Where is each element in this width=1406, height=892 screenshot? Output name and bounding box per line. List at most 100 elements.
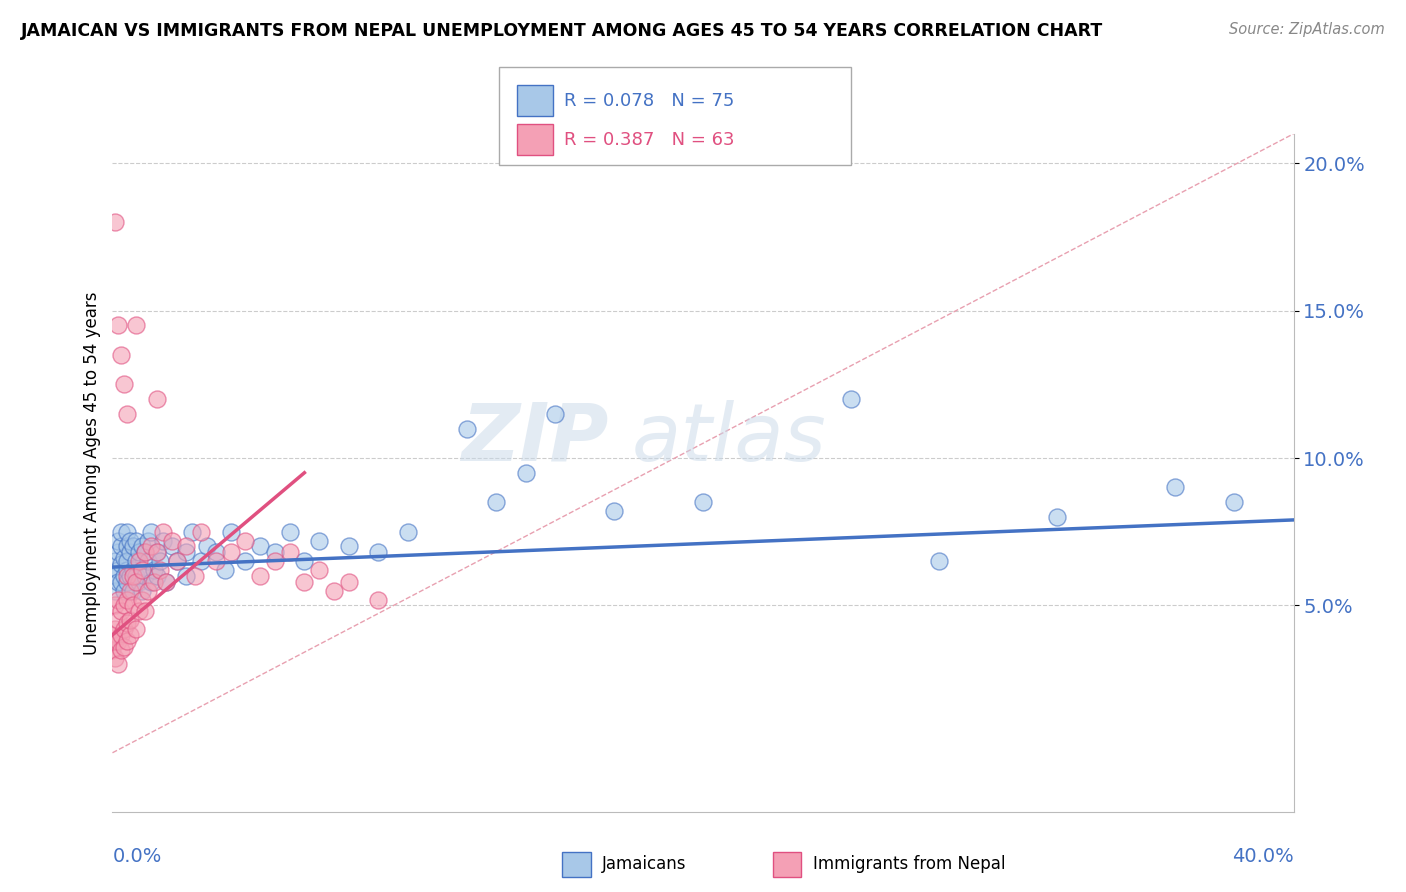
Point [152,524,174,539]
Point [160,540,183,554]
Point [120,533,142,548]
Point [125,533,148,548]
Point [117,574,138,589]
Point [112,377,135,392]
Point [134,545,156,559]
Point [249,540,271,554]
Point [107,574,129,589]
Point [219,524,242,539]
Point [308,563,330,577]
Point [166,554,188,568]
Point [122,563,145,577]
Point [136,583,159,598]
Text: 40.0%: 40.0% [1232,847,1294,866]
Point [120,628,142,642]
Text: Jamaicans: Jamaicans [602,855,686,873]
Point [110,557,132,571]
Point [181,524,204,539]
Point [195,540,218,554]
Point [117,563,138,577]
Point [205,545,228,559]
Point [110,628,132,642]
Point [1223,495,1246,509]
Point [117,554,138,568]
Point [110,604,132,618]
Point [107,563,129,577]
Y-axis label: Unemployment Among Ages 45 to 54 years: Unemployment Among Ages 45 to 54 years [83,291,101,655]
Point [128,574,150,589]
Point [308,533,330,548]
Point [117,407,138,421]
Point [104,651,127,665]
Text: R = 0.078   N = 75: R = 0.078 N = 75 [564,92,734,110]
Point [122,569,145,583]
Point [139,524,162,539]
Point [190,554,212,568]
Point [485,495,508,509]
Point [155,574,177,589]
Point [110,524,132,539]
Point [278,545,301,559]
Point [205,554,228,568]
Point [112,551,135,566]
Point [107,633,129,648]
Point [120,569,142,583]
Point [107,657,129,672]
Point [367,592,389,607]
Point [323,583,346,598]
Point [117,569,138,583]
Point [146,569,169,583]
Point [112,569,135,583]
Point [110,348,132,362]
Point [112,583,135,598]
Point [233,533,256,548]
Point [337,574,360,589]
Point [128,545,150,559]
Point [149,554,172,568]
Text: R = 0.387   N = 63: R = 0.387 N = 63 [564,131,734,149]
Point [174,569,197,583]
Point [149,563,172,577]
Point [152,533,174,548]
Point [603,504,626,518]
Point [142,563,165,577]
Point [136,554,159,568]
Point [544,407,567,421]
Point [456,421,478,435]
Point [131,563,153,577]
Point [1046,510,1069,524]
Point [117,616,138,631]
Point [134,604,156,618]
Point [122,540,145,554]
Point [174,540,197,554]
Point [692,495,714,509]
Point [125,318,148,333]
Point [112,622,135,636]
Point [146,545,169,559]
Point [134,569,156,583]
Point [117,633,138,648]
Point [233,554,256,568]
Point [278,524,301,539]
Point [101,628,124,642]
Point [120,613,142,627]
Point [174,545,197,559]
Point [125,554,148,568]
Point [139,540,162,554]
Point [104,583,127,598]
Point [104,554,127,568]
Point [104,569,127,583]
Point [928,554,950,568]
Point [146,545,169,559]
Point [131,540,153,554]
Point [131,592,153,607]
Point [139,574,162,589]
Point [190,524,212,539]
Point [134,545,156,559]
Point [136,533,159,548]
Point [125,569,148,583]
Point [214,563,236,577]
Text: atlas: atlas [633,400,827,478]
Point [128,604,150,618]
Point [184,569,207,583]
